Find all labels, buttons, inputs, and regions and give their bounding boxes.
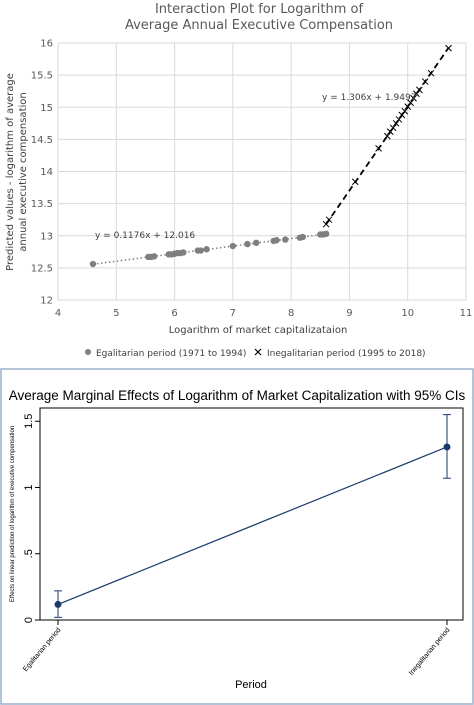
legend-egalitarian-label: Egalitarian period (1971 to 1994) [96, 349, 246, 359]
chart2-title: Average Marginal Effects of Logarithm of… [9, 388, 466, 403]
inegalitarian-point [392, 119, 400, 127]
egalitarian-point [180, 249, 187, 256]
inegalitarian-point [421, 78, 429, 85]
inegalitarian-point [375, 145, 382, 152]
inegalitarian-point [404, 103, 412, 110]
chart1-x-tick: 10 [401, 308, 414, 319]
inegalitarian-point [383, 132, 391, 140]
egalitarian-point [282, 236, 289, 243]
chart1-x-tick: 6 [171, 308, 177, 319]
effect-connecting-line [57, 446, 448, 605]
egalitarian-point [322, 230, 330, 238]
egalitarian-equation: y = 0.1176x + 12.016 [95, 231, 195, 241]
inegalitarian-point [427, 69, 435, 77]
chart1-x-tick: 4 [55, 308, 61, 319]
chart1-gridlines [57, 42, 467, 301]
chart2-series [54, 414, 451, 618]
inegalitarian-point [322, 220, 330, 228]
chart1-x-tick: 9 [346, 308, 352, 319]
inegalitarian-point [416, 86, 423, 94]
inegalitarian-point [410, 94, 417, 102]
inegalitarian-point [398, 111, 406, 119]
egalitarian-point [89, 260, 97, 268]
chart1-trendlines [92, 47, 450, 265]
chart1-x-tick-labels: 4 5 6 7 8 9 10 11 [55, 308, 473, 319]
inegalitarian-point [401, 107, 409, 115]
inegalitarian-trendline [325, 47, 450, 225]
chart1-y-tick: 13 [40, 231, 53, 242]
inegalitarian-point [407, 99, 414, 107]
chart1-title-line2: Average Annual Executive Compensation [125, 18, 393, 33]
chart2-y-tick-label: .5 [23, 549, 35, 558]
egalitarian-point [197, 247, 204, 254]
chart1-title-line1: Interaction Plot for Logarithm of [155, 2, 364, 17]
egalitarian-point [203, 246, 210, 253]
chart1-y-tick: 14.5 [31, 135, 53, 146]
chart1-y-axis-label-line1: Predicted values - logarithm of average [5, 73, 16, 271]
egalitarian-point [252, 239, 260, 247]
chart1-points [89, 44, 452, 268]
chart1-x-tick: 5 [113, 308, 119, 319]
effect-point [443, 443, 451, 451]
chart1-y-tick: 13.5 [31, 199, 53, 210]
inegalitarian-point [445, 44, 452, 52]
chart1-y-tick: 12.5 [31, 263, 53, 274]
legend-inegalitarian-marker [254, 348, 262, 356]
marginal-effects-plot: Average Marginal Effects of Logarithm of… [0, 368, 474, 705]
chart2-y-ticks: 0 .5 1 1.5 [23, 414, 40, 623]
interaction-plot: Interaction Plot for Logarithm of Averag… [5, 2, 473, 359]
legend-inegalitarian-label: Inegalitarian period (1995 to 2018) [267, 349, 426, 359]
effect-point [54, 600, 62, 608]
inegalitarian-point [386, 128, 394, 136]
chart1-y-axis-label-line2: annual executive compensation [18, 92, 29, 251]
chart1-x-tick: 7 [230, 308, 236, 319]
egalitarian-point [229, 242, 237, 250]
inegalitarian-equation: y = 1.306x + 1.9497 [322, 93, 416, 103]
chart1-x-tick: 8 [288, 308, 294, 319]
legend-egalitarian-marker [85, 349, 91, 355]
inegalitarian-point [325, 216, 333, 224]
chart2-plot-area [39, 407, 464, 621]
chart1-y-tick: 16 [40, 39, 53, 50]
chart2-y-axis-label: Effects on linear prediction of logarith… [10, 426, 16, 602]
chart2-y-tick-label: 1.5 [23, 414, 35, 429]
inegalitarian-point [351, 178, 359, 186]
chart2-x-axis-label: Period [235, 679, 267, 691]
egalitarian-point [273, 237, 280, 244]
chart1-x-axis-label: Logarithm of market capitalizataion [169, 325, 348, 336]
inegalitarian-point [413, 90, 420, 98]
inegalitarian-point [395, 116, 403, 123]
inegalitarian-point [389, 124, 397, 132]
chart2-y-tick-label: 1 [23, 484, 35, 490]
chart2-y-tick-label: 0 [23, 617, 35, 623]
egalitarian-point [299, 233, 306, 241]
chart1-x-tick: 11 [460, 308, 473, 319]
chart1-y-tick-labels: 12 12.5 13 13.5 14 14.5 15 15.5 16 [31, 39, 53, 307]
egalitarian-point [150, 253, 158, 260]
chart1-y-tick: 12 [40, 296, 53, 307]
chart1-legend: Egalitarian period (1971 to 1994) Inegal… [85, 348, 426, 359]
chart1-y-tick: 14 [40, 167, 53, 178]
egalitarian-point [244, 240, 251, 248]
chart1-y-tick: 15.5 [31, 71, 53, 82]
chart1-y-tick: 15 [40, 103, 53, 114]
